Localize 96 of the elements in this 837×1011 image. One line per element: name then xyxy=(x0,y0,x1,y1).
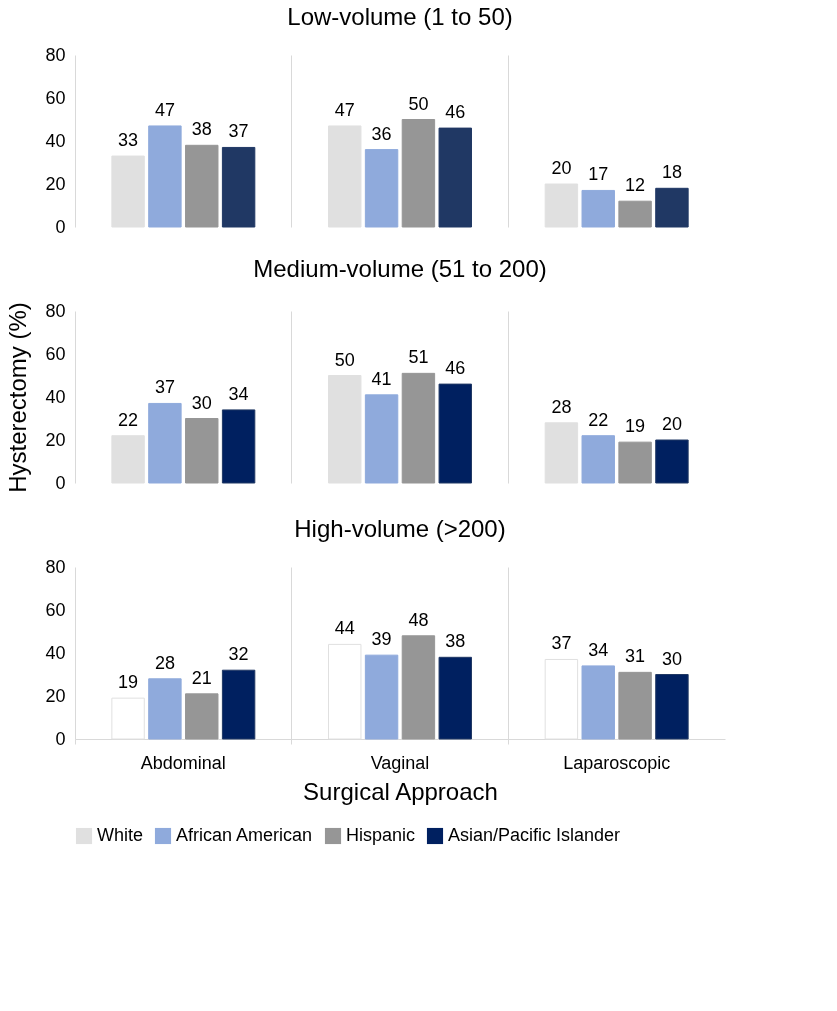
bar xyxy=(148,402,182,484)
y-tick-label: 60 xyxy=(45,599,66,620)
data-label: 50 xyxy=(408,93,429,114)
bar xyxy=(148,125,182,228)
bar xyxy=(328,125,362,228)
data-label: 46 xyxy=(445,102,466,123)
bar xyxy=(544,183,579,228)
bar xyxy=(618,441,652,484)
bar xyxy=(438,127,472,228)
bar xyxy=(438,656,472,740)
chart-title: Low-volume (1 to 50) xyxy=(287,3,513,30)
data-label: 12 xyxy=(625,175,646,196)
data-label: 48 xyxy=(408,609,429,630)
data-label: 34 xyxy=(588,639,609,660)
legend-label: African American xyxy=(176,825,313,845)
data-label: 17 xyxy=(588,164,609,185)
bar xyxy=(328,375,362,484)
data-label: 36 xyxy=(371,123,392,144)
data-label: 28 xyxy=(154,652,175,673)
bar xyxy=(544,422,579,484)
data-label: 32 xyxy=(228,644,249,665)
data-label: 50 xyxy=(334,349,355,370)
bar xyxy=(438,383,472,484)
bar xyxy=(655,439,689,484)
bar xyxy=(364,394,399,484)
bar xyxy=(221,409,256,484)
data-label: 19 xyxy=(118,672,139,693)
data-label: 20 xyxy=(661,414,682,434)
data-label: 22 xyxy=(118,409,139,430)
bar xyxy=(618,671,652,740)
data-label: 20 xyxy=(551,158,572,178)
data-label: 47 xyxy=(154,99,175,120)
bar xyxy=(221,669,256,740)
data-label: 39 xyxy=(371,629,392,650)
bar xyxy=(581,435,615,484)
legend-label: Hispanic xyxy=(346,825,416,845)
data-label: 37 xyxy=(228,121,249,142)
bar xyxy=(185,418,219,484)
y-tick-label: 0 xyxy=(55,472,66,493)
legend-label: White xyxy=(97,825,144,845)
data-label: 22 xyxy=(588,409,609,430)
bar xyxy=(618,200,652,228)
data-label: 34 xyxy=(228,383,249,404)
data-label: 33 xyxy=(118,130,139,151)
x-tick-label: Abdominal xyxy=(140,752,226,773)
bar xyxy=(581,665,615,740)
y-tick-label: 0 xyxy=(55,216,66,237)
data-label: 31 xyxy=(625,646,646,667)
bar xyxy=(111,435,145,484)
legend-label: Asian/Pacific Islander xyxy=(448,825,621,845)
y-tick-label: 20 xyxy=(45,685,66,706)
y-tick-label: 20 xyxy=(45,429,66,450)
y-tick-label: 20 xyxy=(45,173,66,194)
bar xyxy=(581,189,615,228)
bar xyxy=(364,149,399,228)
data-label: 30 xyxy=(661,648,682,669)
bar xyxy=(401,119,436,228)
y-tick-label: 80 xyxy=(45,300,66,321)
x-tick-label: Vaginal xyxy=(370,752,430,773)
chart-title: Medium-volume (51 to 200) xyxy=(253,255,547,283)
data-label: 38 xyxy=(191,119,212,140)
bar xyxy=(148,678,182,740)
y-tick-label: 40 xyxy=(45,386,66,407)
y-tick-label: 40 xyxy=(45,642,66,663)
bar xyxy=(221,146,256,228)
y-tick-label: 40 xyxy=(45,130,66,151)
data-label: 19 xyxy=(625,416,646,437)
y-tick-label: 60 xyxy=(45,87,66,108)
y-tick-label: 0 xyxy=(55,728,66,749)
data-label: 21 xyxy=(191,667,212,688)
bar xyxy=(185,693,219,740)
bar xyxy=(401,372,436,484)
data-label: 47 xyxy=(334,99,355,120)
bar xyxy=(364,654,399,740)
chart-title: High-volume (>200) xyxy=(294,515,506,542)
data-label: 37 xyxy=(551,633,572,654)
bar xyxy=(655,187,689,228)
data-label: 44 xyxy=(334,618,355,639)
y-tick-label: 80 xyxy=(45,556,66,577)
bar xyxy=(655,674,689,740)
data-label: 46 xyxy=(445,358,466,379)
bar xyxy=(401,635,436,740)
data-label: 18 xyxy=(661,162,682,183)
y-tick-label: 80 xyxy=(45,44,66,65)
y-tick-label: 60 xyxy=(45,343,66,364)
bar xyxy=(185,144,219,228)
data-label: 51 xyxy=(408,347,429,368)
data-label: 41 xyxy=(371,368,392,389)
data-label: 38 xyxy=(445,631,466,652)
data-label: 37 xyxy=(154,377,175,398)
y-axis-title: Hysterectomy (%) xyxy=(4,302,32,493)
x-tick-label: Laparoscopic xyxy=(563,752,671,773)
data-label: 28 xyxy=(551,396,572,417)
data-label: 30 xyxy=(191,392,212,413)
bar xyxy=(111,155,145,228)
x-axis-title: Surgical Approach xyxy=(303,777,498,805)
